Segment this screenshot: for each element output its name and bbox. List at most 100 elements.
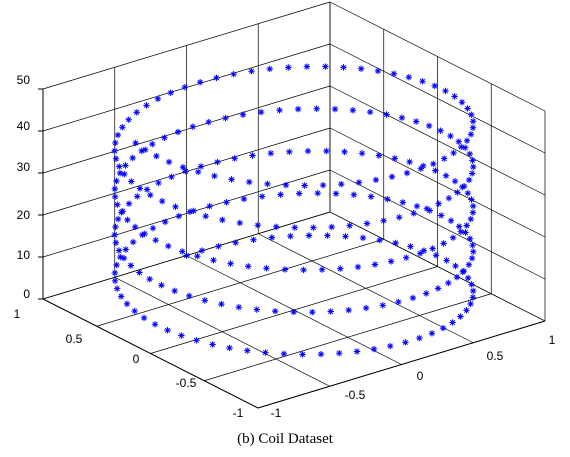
coil-point — [165, 242, 172, 250]
coil-point — [380, 217, 387, 224]
coil-point — [249, 152, 256, 159]
coil-point — [128, 178, 135, 185]
coil-point — [403, 169, 411, 177]
coil-point — [161, 218, 169, 226]
coil-point — [310, 224, 317, 231]
coil-point — [111, 185, 119, 193]
coil-point — [232, 239, 239, 246]
coil-point — [209, 341, 216, 348]
coil-point — [111, 193, 119, 201]
coil-point — [319, 181, 327, 189]
coil-point — [111, 277, 119, 285]
coil-point — [155, 179, 162, 187]
coil-point — [305, 232, 313, 239]
coil-point — [322, 63, 329, 70]
coil-point — [451, 177, 459, 185]
coil-point — [198, 247, 206, 254]
coil-point — [129, 238, 137, 246]
coil-points — [111, 63, 477, 358]
coil-point — [416, 334, 423, 342]
coil-point — [338, 180, 345, 188]
coil-point — [171, 287, 178, 295]
z-tick-label: 10 — [17, 248, 31, 262]
coil-point — [367, 193, 375, 200]
coil-point — [469, 202, 477, 210]
coil-point — [193, 337, 200, 344]
coil-point — [125, 116, 132, 123]
coil-point — [463, 222, 470, 229]
coil-point — [158, 282, 165, 289]
coil-point — [286, 148, 293, 155]
coil-point — [268, 234, 276, 241]
coil-point — [437, 127, 444, 134]
coil-point — [460, 183, 468, 190]
coil-point — [313, 105, 320, 112]
wall-grid-line — [329, 85, 546, 196]
coil-point — [468, 281, 475, 288]
coil-point — [161, 134, 168, 141]
coil-point — [189, 123, 196, 130]
coil-point — [178, 248, 186, 255]
coil-point — [164, 327, 171, 334]
coil-point — [402, 339, 409, 346]
coil-point — [464, 190, 472, 197]
coil-point — [447, 132, 454, 140]
coil-point — [445, 279, 452, 287]
coil-point — [124, 216, 131, 224]
coil-point — [168, 173, 175, 181]
coil-point — [264, 180, 271, 188]
x-tick-label: 0 — [133, 352, 140, 366]
coil-point — [112, 239, 120, 246]
coil-point — [262, 349, 269, 356]
coil-point — [131, 307, 138, 315]
coil-point — [185, 292, 193, 300]
coil-point — [434, 285, 442, 292]
coil-point — [182, 168, 189, 175]
coil-point — [413, 202, 421, 210]
coil-point — [432, 167, 439, 174]
coil-point — [194, 168, 202, 176]
coil-point — [450, 149, 457, 157]
x-axis-line — [42, 298, 259, 409]
coil-point — [266, 65, 273, 73]
coil-point — [167, 89, 174, 96]
coil-point — [175, 212, 182, 220]
coil-point — [149, 224, 157, 232]
coil-point — [254, 222, 262, 229]
coil-point — [223, 199, 230, 206]
coil-point — [455, 138, 462, 145]
coil-point — [295, 190, 303, 197]
coil-point — [442, 172, 450, 179]
coil-point — [470, 248, 477, 255]
coil-point — [438, 212, 445, 219]
coil-point — [345, 306, 352, 314]
coil-point — [336, 349, 343, 357]
z-tick-label: 30 — [17, 160, 31, 174]
coil-point — [399, 199, 406, 206]
floor-grid-line — [96, 238, 384, 327]
coil-point — [327, 308, 334, 315]
coil-point — [337, 265, 344, 272]
coil-point — [468, 196, 475, 203]
coil-point — [412, 118, 420, 125]
coil-point — [467, 215, 474, 223]
coil-point — [429, 245, 436, 252]
coil-point — [390, 70, 398, 77]
coil-point — [331, 105, 339, 113]
coil-point — [271, 307, 279, 315]
coil-point — [357, 65, 365, 72]
coil-point — [112, 155, 120, 162]
coil-point — [117, 293, 125, 300]
coil-point — [215, 243, 222, 250]
wall-grid-line — [42, 85, 331, 174]
coil-point — [115, 247, 123, 254]
coil-point — [359, 234, 367, 242]
coil-point — [440, 240, 447, 247]
coil-point — [277, 191, 284, 198]
coil-point — [118, 209, 125, 216]
coil-point — [466, 235, 474, 242]
coil-point — [371, 261, 379, 268]
coil-point — [469, 124, 477, 131]
coil-point — [206, 203, 213, 210]
coil-point — [387, 342, 394, 350]
